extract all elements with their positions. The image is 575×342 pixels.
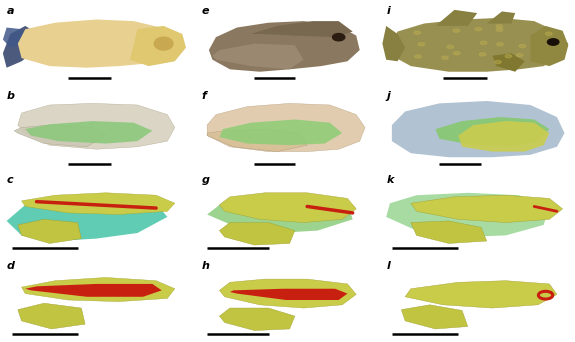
Polygon shape [18, 219, 82, 244]
Polygon shape [487, 12, 515, 24]
Polygon shape [22, 193, 175, 214]
Polygon shape [220, 193, 356, 223]
Ellipse shape [546, 32, 552, 35]
Text: b: b [7, 91, 14, 101]
Ellipse shape [442, 56, 448, 59]
Polygon shape [435, 117, 549, 147]
Polygon shape [3, 26, 44, 68]
Ellipse shape [454, 52, 460, 55]
Polygon shape [435, 10, 477, 26]
Polygon shape [220, 279, 356, 308]
Ellipse shape [154, 37, 173, 50]
Polygon shape [220, 223, 295, 245]
Polygon shape [209, 21, 360, 72]
Text: i: i [386, 6, 390, 16]
Polygon shape [18, 19, 178, 68]
Polygon shape [411, 195, 563, 223]
Polygon shape [230, 289, 347, 300]
Text: c: c [7, 175, 13, 185]
Text: k: k [386, 175, 393, 185]
Ellipse shape [453, 29, 460, 32]
Polygon shape [3, 28, 29, 48]
Polygon shape [386, 193, 549, 237]
Ellipse shape [480, 41, 487, 44]
Polygon shape [458, 121, 549, 152]
Polygon shape [207, 103, 365, 152]
Polygon shape [220, 308, 295, 330]
Polygon shape [22, 277, 175, 302]
Polygon shape [7, 197, 167, 241]
Ellipse shape [479, 53, 486, 56]
Ellipse shape [494, 61, 501, 64]
Ellipse shape [516, 54, 523, 57]
Text: h: h [202, 261, 210, 271]
Text: g: g [202, 175, 210, 185]
Text: d: d [7, 261, 14, 271]
Ellipse shape [497, 43, 504, 46]
Polygon shape [382, 26, 405, 61]
Polygon shape [18, 303, 85, 329]
Text: f: f [202, 91, 207, 101]
Polygon shape [392, 101, 565, 157]
Polygon shape [390, 18, 568, 72]
Ellipse shape [475, 27, 482, 31]
Polygon shape [130, 26, 186, 66]
Polygon shape [405, 281, 557, 308]
Polygon shape [207, 129, 307, 152]
Polygon shape [492, 53, 525, 72]
Ellipse shape [414, 31, 420, 34]
Polygon shape [207, 195, 352, 233]
Ellipse shape [547, 39, 559, 45]
Text: l: l [386, 261, 390, 271]
Ellipse shape [505, 54, 512, 58]
Ellipse shape [332, 34, 345, 41]
Polygon shape [411, 221, 487, 244]
Ellipse shape [418, 43, 424, 46]
Polygon shape [220, 119, 342, 145]
Text: a: a [7, 6, 14, 16]
Polygon shape [25, 284, 162, 297]
Text: j: j [386, 91, 390, 101]
Polygon shape [530, 26, 568, 66]
Polygon shape [251, 21, 352, 37]
Ellipse shape [496, 28, 503, 31]
Polygon shape [212, 44, 304, 69]
Ellipse shape [447, 45, 454, 49]
Text: e: e [202, 6, 209, 16]
Polygon shape [401, 305, 468, 329]
Polygon shape [25, 121, 152, 144]
Ellipse shape [496, 25, 503, 28]
Ellipse shape [519, 44, 526, 48]
Ellipse shape [415, 55, 421, 58]
Polygon shape [18, 103, 175, 149]
Polygon shape [14, 125, 106, 147]
